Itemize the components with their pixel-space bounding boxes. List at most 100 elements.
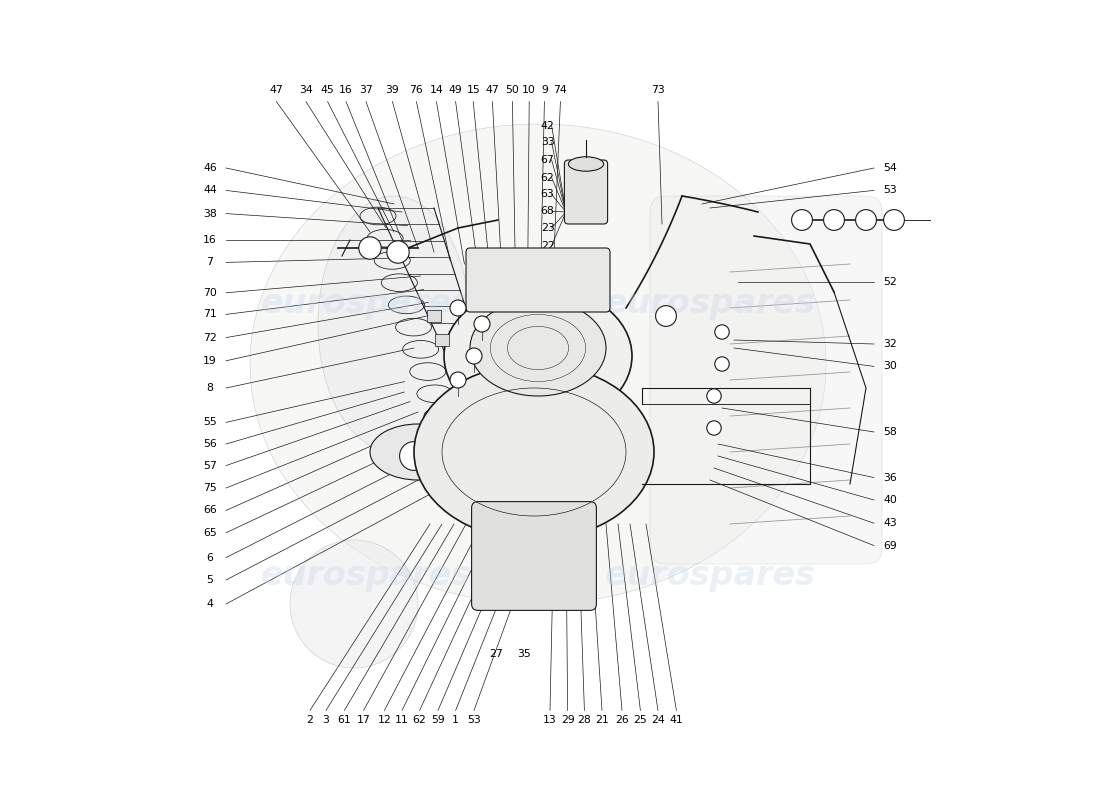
- Ellipse shape: [470, 300, 606, 396]
- Text: eurospares: eurospares: [605, 287, 815, 321]
- Circle shape: [824, 210, 845, 230]
- Text: 16: 16: [339, 85, 353, 94]
- Text: 4: 4: [207, 599, 213, 609]
- Text: 46: 46: [204, 163, 217, 173]
- Circle shape: [883, 210, 904, 230]
- Text: 22: 22: [541, 241, 554, 250]
- Circle shape: [450, 372, 466, 388]
- Text: 53: 53: [468, 715, 481, 725]
- Text: 5: 5: [207, 575, 213, 585]
- FancyBboxPatch shape: [427, 310, 441, 322]
- Text: 39: 39: [385, 85, 399, 94]
- Circle shape: [359, 237, 382, 259]
- Text: 41: 41: [670, 715, 683, 725]
- Circle shape: [466, 348, 482, 364]
- Text: 65: 65: [204, 528, 217, 538]
- Text: 33: 33: [541, 138, 554, 147]
- Circle shape: [715, 325, 729, 339]
- Text: 35: 35: [517, 649, 530, 658]
- Text: 44: 44: [204, 186, 217, 195]
- Text: 70: 70: [204, 288, 217, 298]
- Text: 62: 62: [541, 173, 554, 182]
- Text: 36: 36: [883, 473, 896, 482]
- Text: 53: 53: [883, 186, 896, 195]
- Text: 1: 1: [452, 715, 459, 725]
- Text: 55: 55: [204, 418, 217, 427]
- Text: 10: 10: [522, 85, 536, 94]
- Text: 32: 32: [883, 339, 896, 349]
- Text: 61: 61: [338, 715, 351, 725]
- Ellipse shape: [414, 364, 654, 540]
- Circle shape: [450, 300, 466, 316]
- Text: 63: 63: [541, 190, 554, 199]
- Circle shape: [715, 357, 729, 371]
- Circle shape: [387, 241, 409, 263]
- Text: 29: 29: [561, 715, 574, 725]
- Text: 47: 47: [270, 85, 284, 94]
- Text: 52: 52: [883, 277, 896, 286]
- Ellipse shape: [569, 157, 604, 171]
- Text: 13: 13: [543, 715, 557, 725]
- Text: 51: 51: [480, 317, 493, 326]
- Circle shape: [707, 421, 722, 435]
- Text: 18: 18: [556, 341, 569, 350]
- Text: 37: 37: [359, 85, 373, 94]
- Text: 69: 69: [883, 541, 896, 550]
- Text: 27: 27: [490, 649, 504, 658]
- Text: 58: 58: [883, 427, 896, 437]
- Text: 34: 34: [299, 85, 312, 94]
- Text: 23: 23: [541, 223, 554, 233]
- Circle shape: [474, 316, 490, 332]
- Text: 40: 40: [883, 495, 896, 505]
- Text: 54: 54: [883, 163, 896, 173]
- Circle shape: [707, 389, 722, 403]
- Text: eurospares: eurospares: [605, 559, 815, 593]
- Text: 72: 72: [204, 333, 217, 342]
- Text: 24: 24: [651, 715, 664, 725]
- Text: 50: 50: [506, 85, 519, 94]
- Text: 21: 21: [595, 715, 609, 725]
- FancyBboxPatch shape: [564, 160, 607, 224]
- Circle shape: [656, 306, 676, 326]
- Text: eurospares: eurospares: [261, 287, 472, 321]
- Text: 17: 17: [356, 715, 371, 725]
- Text: 56: 56: [204, 439, 217, 449]
- FancyBboxPatch shape: [650, 196, 882, 564]
- Text: 71: 71: [204, 310, 217, 319]
- Text: 19: 19: [204, 356, 217, 366]
- Text: 15: 15: [466, 85, 480, 94]
- Text: 25: 25: [634, 715, 647, 725]
- Text: 31: 31: [582, 341, 596, 350]
- FancyBboxPatch shape: [466, 248, 610, 312]
- Text: 60: 60: [480, 349, 493, 358]
- Circle shape: [856, 210, 877, 230]
- Circle shape: [399, 442, 428, 470]
- Text: 12: 12: [377, 715, 392, 725]
- Ellipse shape: [318, 196, 470, 452]
- Text: 68: 68: [541, 206, 554, 216]
- Ellipse shape: [250, 124, 826, 604]
- Text: 64: 64: [541, 341, 556, 350]
- Text: 30: 30: [883, 362, 896, 371]
- Ellipse shape: [290, 540, 418, 668]
- Text: 20: 20: [480, 333, 493, 342]
- Ellipse shape: [370, 424, 466, 480]
- Text: 28: 28: [578, 715, 592, 725]
- Text: 76: 76: [409, 85, 424, 94]
- Text: 26: 26: [615, 715, 629, 725]
- Text: 9: 9: [541, 85, 548, 94]
- Text: 3: 3: [322, 715, 329, 725]
- Text: 74: 74: [553, 85, 568, 94]
- Text: 67: 67: [541, 155, 554, 165]
- Ellipse shape: [444, 286, 632, 426]
- Text: eurospares: eurospares: [261, 559, 472, 593]
- Text: 7: 7: [207, 258, 213, 267]
- Text: 75: 75: [204, 483, 217, 493]
- Text: 45: 45: [321, 85, 334, 94]
- Text: 43: 43: [883, 518, 896, 528]
- Text: 38: 38: [204, 209, 217, 218]
- Text: 16: 16: [204, 235, 217, 245]
- Text: 73: 73: [651, 85, 664, 94]
- Text: 47: 47: [485, 85, 499, 94]
- FancyBboxPatch shape: [434, 334, 449, 346]
